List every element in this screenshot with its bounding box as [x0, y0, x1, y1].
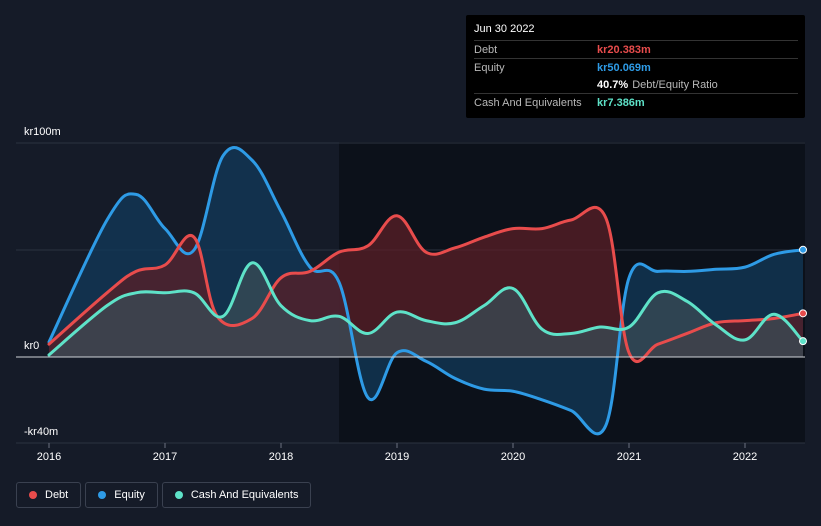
tooltip-date: Jun 30 2022	[474, 23, 535, 35]
cash-dot-icon	[174, 491, 183, 499]
y-tick-label-1: kr0	[24, 340, 39, 352]
legend-label-debt: Debt	[45, 489, 69, 501]
area-debt	[49, 207, 803, 362]
debt-dot-icon	[29, 491, 37, 499]
legend-item-debt[interactable]: Debt	[16, 482, 82, 508]
legend-item-cash[interactable]: Cash And Equivalents	[161, 482, 312, 508]
y-tick-label-0: kr100m	[24, 126, 61, 138]
tooltip-value-debt: kr20.383m	[597, 43, 651, 56]
tooltip-row-equity: Equity kr50.069m	[474, 58, 798, 76]
series-areas	[49, 147, 803, 434]
legend-label-cash: Cash And Equivalents	[190, 489, 299, 501]
tooltip-label-equity: Equity	[474, 61, 505, 74]
endpoint-debt	[799, 309, 807, 318]
x-tick-label-6: 2022	[733, 451, 757, 463]
endpoint-cash	[799, 337, 807, 346]
tooltip-value-ratio: 40.7%	[597, 78, 629, 91]
chart-legend: Debt Equity Cash And Equivalents	[16, 482, 315, 508]
series-lines	[47, 145, 805, 436]
tooltip-panel: Jun 30 2022 Debt kr20.383m Equity kr50.0…	[466, 15, 805, 118]
x-tick-label-4: 2020	[501, 451, 525, 463]
tooltip-label-debt: Debt	[474, 43, 498, 56]
y-axis-labels: kr100m kr0 -kr40m	[24, 126, 61, 438]
y-tick-label-2: -kr40m	[24, 426, 58, 438]
tooltip-value-cash: kr7.386m	[597, 96, 645, 109]
x-tick-label-1: 2017	[153, 451, 177, 463]
tooltip-row-cash: Cash And Equivalents kr7.386m	[474, 93, 798, 111]
line-debt	[47, 205, 805, 363]
tooltip-row-debt: Debt kr20.383m	[474, 40, 798, 58]
area-equity	[49, 147, 803, 434]
series-endpoints	[799, 245, 807, 346]
line-cash	[47, 261, 805, 357]
x-tick-label-3: 2019	[385, 451, 409, 463]
x-tick-label-0: 2016	[37, 451, 61, 463]
tooltip-value-equity: kr50.069m	[597, 61, 651, 74]
x-tick-label-5: 2021	[617, 451, 641, 463]
tooltip-ratio-caption: Debt/Equity Ratio	[632, 78, 718, 91]
tooltip-row-ratio: 40.7% Debt/Equity Ratio	[474, 76, 798, 93]
x-tick-label-2: 2018	[269, 451, 293, 463]
x-axis: 2016 2017 2018 2019 2020 2021 2022	[37, 443, 757, 463]
area-cash	[49, 262, 803, 357]
tooltip-label-cash: Cash And Equivalents	[474, 96, 582, 109]
line-equity	[47, 145, 805, 436]
legend-label-equity: Equity	[114, 489, 145, 501]
legend-item-equity[interactable]: Equity	[85, 482, 158, 508]
endpoint-equity	[799, 245, 807, 254]
equity-dot-icon	[98, 491, 107, 499]
